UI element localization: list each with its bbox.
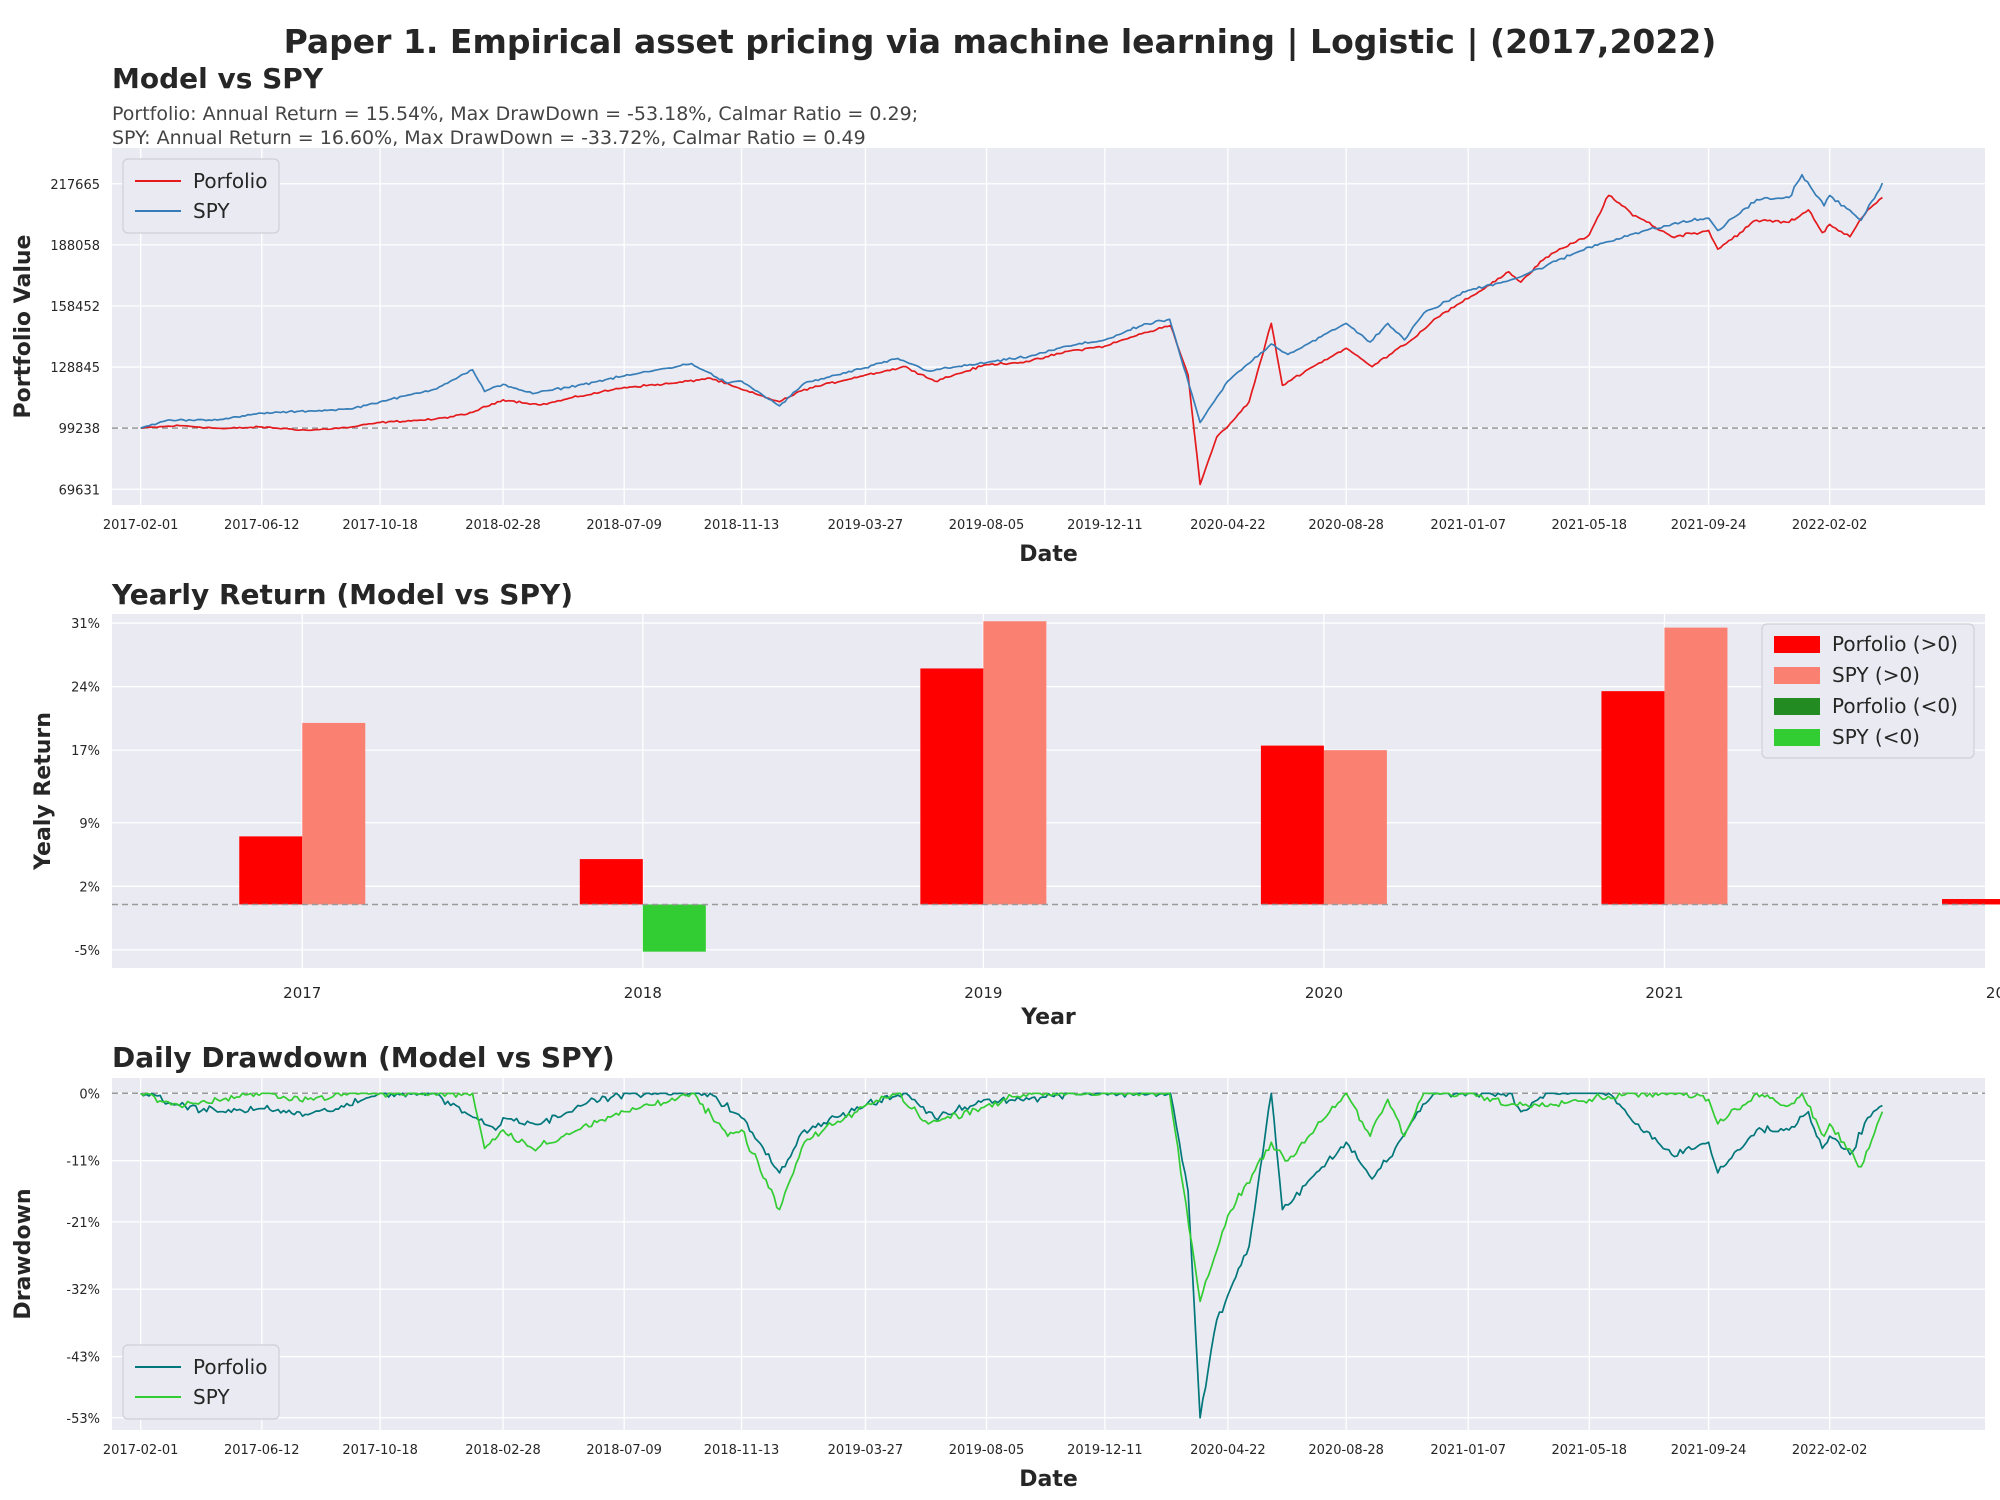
panel1-xtick-label: 2018-07-09 — [586, 518, 662, 533]
panel2-bar-portfolio-2021 — [1601, 691, 1665, 905]
panel2-bar-portfolio-2019 — [920, 668, 984, 905]
panel1-series-porfolio-line — [140, 194, 1883, 486]
panel3-ytick-label: -53% — [66, 1412, 100, 1427]
panel2-bar-spy-2020 — [1323, 750, 1387, 905]
panel3-ytick-label: -21% — [66, 1216, 100, 1231]
panel3-xtick-label: 2018-07-09 — [586, 1443, 662, 1458]
panel3-xtick-label: 2019-08-05 — [949, 1443, 1025, 1458]
panel3-xtick-label: 2022-02-02 — [1792, 1443, 1868, 1458]
panel2-bar-spy-2017 — [302, 722, 366, 905]
panel2-xtick-label: 2018 — [624, 984, 662, 1002]
panel3-xtick-label: 2017-10-18 — [342, 1443, 418, 1458]
panel1-ylabel: Portfolio Value — [11, 235, 36, 419]
panel2-legend-swatch — [1774, 667, 1820, 684]
figure-suptitle: Paper 1. Empirical asset pricing via mac… — [283, 22, 1717, 61]
panel2-legend-label: SPY (>0) — [1832, 663, 1920, 687]
panel1-xtick-label: 2021-01-07 — [1430, 518, 1506, 533]
panel1-legend-label: Porfolio — [193, 169, 267, 193]
panel2-ylabel: Yealy Return — [31, 712, 56, 871]
panel2-xtick-label: 2019 — [964, 984, 1002, 1002]
panel3-xtick-label: 2019-12-11 — [1067, 1443, 1143, 1458]
panel3-ytick-label: -32% — [66, 1283, 100, 1298]
panel2-legend — [1761, 623, 1975, 759]
panel2-legend-swatch — [1774, 636, 1820, 653]
panel2-legend-label: Porfolio (>0) — [1832, 632, 1958, 656]
panel2-ytick-label: -5% — [75, 944, 100, 959]
panel3-xtick-label: 2017-06-12 — [224, 1443, 300, 1458]
panel1-xtick-label: 2020-04-22 — [1190, 518, 1266, 533]
panel1-title: Model vs SPY — [112, 62, 324, 95]
panel2-xlabel: Year — [1020, 1005, 1076, 1030]
panel3-xtick-label: 2021-05-18 — [1552, 1443, 1628, 1458]
panel2-xtick-label: 2020 — [1305, 984, 1343, 1002]
panel2-bar-spy-2019 — [983, 621, 1047, 905]
panel1-xlabel: Date — [1019, 542, 1078, 567]
panel1-ytick-label: 188058 — [50, 239, 100, 254]
panel1-xtick-label: 2019-12-11 — [1067, 518, 1143, 533]
panel1-xtick-label: 2019-03-27 — [828, 518, 904, 533]
panel1-ytick-label: 217665 — [50, 178, 100, 193]
panel3-ytick-label: 0% — [79, 1087, 100, 1102]
panel3-legend — [122, 1344, 280, 1420]
panel3-plot-area — [112, 1078, 1985, 1430]
panel3-xtick-label: 2018-11-13 — [704, 1443, 780, 1458]
panel1-legend-label: SPY — [193, 199, 230, 223]
panel3-xtick-label: 2019-03-27 — [828, 1443, 904, 1458]
panel1-xtick-label: 2019-08-05 — [949, 518, 1025, 533]
panel2-legend-swatch — [1774, 729, 1820, 746]
panel3-xtick-label: 2018-02-28 — [465, 1443, 541, 1458]
panel2-ytick-label: 24% — [71, 681, 100, 696]
panel2-xtick-label: 2022 — [1986, 984, 2000, 1002]
panel3-ytick-label: -43% — [66, 1351, 100, 1366]
panel2-ytick-label: 17% — [71, 744, 100, 759]
panel1-xtick-label: 2021-05-18 — [1552, 518, 1628, 533]
panel3-legend-label: Porfolio — [193, 1355, 267, 1379]
panel2-bar-portfolio-2022 — [1942, 899, 2000, 905]
panel3-xtick-label: 2020-08-28 — [1308, 1443, 1384, 1458]
panel2-bar-spy-2018 — [642, 904, 706, 952]
panel1-legend — [122, 158, 280, 234]
panel2-xtick-label: 2021 — [1645, 984, 1683, 1002]
panel1-ytick-label: 128845 — [50, 361, 100, 376]
panel2-bar-spy-2021 — [1664, 627, 1728, 905]
panel3-series-spy-line — [140, 1092, 1884, 1303]
panel3-xtick-label: 2021-09-24 — [1671, 1443, 1747, 1458]
panel1-xtick-label: 2017-10-18 — [342, 518, 418, 533]
panel3-legend-label: SPY — [193, 1385, 230, 1409]
panel1-ytick-label: 99238 — [59, 422, 100, 437]
panel2-xtick-label: 2017 — [283, 984, 321, 1002]
panel2-ytick-label: 9% — [79, 817, 100, 832]
panel2-legend-label: Porfolio (<0) — [1832, 694, 1958, 718]
panel1-xtick-label: 2018-11-13 — [704, 518, 780, 533]
panel1-plot-area — [112, 148, 1985, 505]
panel3-xlabel: Date — [1019, 1467, 1078, 1492]
panel1-summary-spy: SPY: Annual Return = 16.60%, Max DrawDow… — [112, 127, 866, 149]
panel3-ytick-label: -11% — [66, 1155, 100, 1170]
panel2-bar-portfolio-2018 — [579, 859, 643, 905]
panel1-xtick-label: 2020-08-28 — [1308, 518, 1384, 533]
panel3-series-porfolio-line — [140, 1092, 1883, 1419]
panel1-series-spy-line — [140, 173, 1884, 429]
panel1-xtick-label: 2021-09-24 — [1671, 518, 1747, 533]
panel3-xtick-label: 2021-01-07 — [1430, 1443, 1506, 1458]
panel2-ytick-label: 2% — [79, 880, 100, 895]
panel3-xtick-label: 2020-04-22 — [1190, 1443, 1266, 1458]
panel2-ytick-label: 31% — [71, 617, 100, 632]
panel3-ylabel: Drawdown — [11, 1188, 36, 1319]
panel2-bar-portfolio-2020 — [1260, 745, 1324, 905]
panel3-title: Daily Drawdown (Model vs SPY) — [112, 1041, 615, 1074]
panel2-title: Yearly Return (Model vs SPY) — [112, 578, 574, 611]
panel2-legend-label: SPY (<0) — [1832, 725, 1920, 749]
panel2-bar-portfolio-2017 — [239, 836, 303, 905]
panel2-legend-swatch — [1774, 698, 1820, 715]
panel3-xtick-label: 2017-02-01 — [103, 1443, 179, 1458]
panel1-xtick-label: 2018-02-28 — [465, 518, 541, 533]
panel1-summary-portfolio: Portfolio: Annual Return = 15.54%, Max D… — [112, 103, 919, 125]
panel1-xtick-label: 2017-06-12 — [224, 518, 300, 533]
panel1-xtick-label: 2017-02-01 — [103, 518, 179, 533]
panel1-xtick-label: 2022-02-02 — [1792, 518, 1868, 533]
panel1-ytick-label: 158452 — [50, 300, 100, 315]
panel1-ytick-label: 69631 — [59, 483, 100, 498]
